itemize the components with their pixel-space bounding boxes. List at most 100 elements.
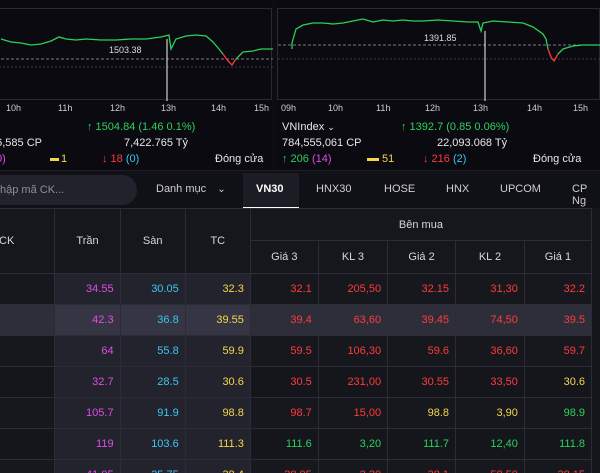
table-row[interactable]: 41.0535.7538.438.052,3038.158,5038.15 — [0, 459, 593, 473]
table-row[interactable]: 64 55.8 59.9 59.5 106,30 59.6 36,60 59.7 — [0, 335, 593, 367]
category-label: Danh mục — [156, 183, 207, 195]
cell-ck — [0, 459, 56, 473]
category-dropdown[interactable]: Danh mục ⌄ — [156, 183, 226, 195]
header-gia1[interactable]: Giá 1 — [523, 240, 593, 274]
cell-gia3: 59.5 — [249, 335, 319, 367]
price-table: CK Trần Sàn TC Bên mua Giá 3 KL 3 Giá 2 … — [0, 208, 600, 473]
cell-gia2: 39.45 — [387, 304, 457, 336]
cell-kl2: 74,50 — [455, 304, 525, 336]
header-ben-mua: Bên mua — [249, 208, 593, 241]
time-label: 12h — [110, 103, 126, 113]
cell-tran: 34.55 — [54, 273, 121, 305]
cell-tran: 32.7 — [54, 366, 121, 398]
table-row[interactable]: 34.55 30.05 32.3 32.1 205,50 32.15 31,30 32.2 — [0, 273, 593, 305]
cell-kl3: 2,30 — [317, 459, 389, 473]
down-count: ↓ 18 (0) — [102, 153, 139, 165]
time-label: 15h — [254, 103, 270, 113]
table-row[interactable]: 119 103.6 111.3 111.6 3,20 111.7 12,40 111.8 — [0, 428, 593, 460]
table-row[interactable]: 105.7 91.9 98.8 98.7 15,00 98.8 3,90 98.9 — [0, 397, 593, 429]
cell-kl2: 36,60 — [455, 335, 525, 367]
flat-icon — [367, 157, 379, 161]
time-label: 13h — [161, 103, 177, 113]
time-label: 09h — [281, 103, 297, 113]
time-label: 14h — [211, 103, 227, 113]
cell-gia2: 59.6 — [387, 335, 457, 367]
tab-vn30[interactable]: VN30 — [256, 183, 284, 195]
index-name[interactable]: VNIndex ⌄ — [282, 121, 335, 133]
cell-gia1: 39.5 — [523, 304, 593, 336]
down-ceiling: (2) — [452, 153, 467, 165]
cell-san: 30.05 — [119, 273, 186, 305]
header-gia2[interactable]: Giá 2 — [387, 240, 457, 274]
up-count: 0) — [0, 153, 6, 165]
header-gia3[interactable]: Giá 3 — [249, 240, 319, 274]
up-count: ↑ 206 (14) — [282, 153, 332, 165]
table-row[interactable]: 32.7 28.5 30.6 30.5 231,00 30.55 33,50 30.6 — [0, 366, 593, 398]
cell-tc: 98.8 — [184, 397, 251, 429]
index-panel-2[interactable]: 1391.85 09h 10h 11h 12h 13h 14h 15h VNIn… — [277, 0, 600, 170]
cell-tc: 111.3 — [184, 428, 251, 460]
time-axis: 10h 11h 12h 13h 14h 15h — [0, 103, 272, 117]
cell-tran: 64 — [54, 335, 121, 367]
index-value: ↑ 1504.84 (1.46 0.1%) — [87, 121, 195, 133]
cell-kl3: 63,60 — [317, 304, 389, 336]
cell-tc: 59.9 — [184, 335, 251, 367]
chevron-down-icon: ⌄ — [217, 184, 226, 195]
header-kl3[interactable]: KL 3 — [317, 240, 389, 274]
header-san[interactable]: Sàn — [119, 208, 186, 274]
header-tran[interactable]: Trần — [54, 208, 121, 274]
tab-hnx30[interactable]: HNX30 — [316, 183, 352, 195]
cell-ck — [0, 366, 56, 398]
cell-gia1: 30.6 — [523, 366, 593, 398]
cell-kl3: 15,00 — [317, 397, 389, 429]
cell-san: 55.8 — [119, 335, 186, 367]
time-axis: 09h 10h 11h 12h 13h 14h 15h — [277, 103, 600, 117]
flat-value: 1 — [61, 153, 68, 165]
cell-tc: 39.55 — [184, 304, 251, 336]
table-row[interactable]: 42.3 36.8 39.55 39.4 63,60 39.45 74,50 39.5 — [0, 304, 593, 336]
index-pct: 0.06%) — [474, 121, 510, 133]
cell-kl3: 205,50 — [317, 273, 389, 305]
index-change: (1.46 — [138, 121, 164, 133]
flat-icon — [50, 157, 59, 161]
cell-gia1: 38.15 — [523, 459, 593, 473]
toolbar: hập mã CK... Danh mục ⌄ VN30 HNX30 HOSE … — [0, 170, 600, 209]
cell-san: 28.5 — [119, 366, 186, 398]
cell-san: 36.8 — [119, 304, 186, 336]
cell-tc: 30.6 — [184, 366, 251, 398]
chevron-down-icon[interactable]: ⌄ — [327, 122, 335, 132]
tab-hose[interactable]: HOSE — [384, 183, 416, 195]
down-ceiling: (0) — [125, 153, 140, 165]
cell-ck — [0, 273, 56, 305]
cell-kl2: 31,30 — [455, 273, 525, 305]
reference-value: 1503.38 — [107, 45, 144, 55]
header-tc[interactable]: TC — [184, 208, 251, 274]
cell-gia2: 38.1 — [387, 459, 457, 473]
cell-tran: 105.7 — [54, 397, 121, 429]
cell-gia2: 30.55 — [387, 366, 457, 398]
cell-gia1: 59.7 — [523, 335, 593, 367]
index-pct: 0.1%) — [166, 121, 196, 133]
tab-cp-ngoai[interactable]: CP Ng — [572, 183, 588, 207]
cell-gia1: 111.8 — [523, 428, 593, 460]
cell-kl2: 3,90 — [455, 397, 525, 429]
cell-tc: 38.4 — [184, 459, 251, 473]
cell-tran: 42.3 — [54, 304, 121, 336]
cell-san: 35.75 — [119, 459, 186, 473]
header-ck[interactable]: CK — [0, 208, 56, 274]
cell-gia1: 32.2 — [523, 273, 593, 305]
index-panel-1[interactable]: 1503.38 10h 11h 12h 13h 14h 15h 36,585 C… — [0, 0, 273, 170]
time-label: 14h — [527, 103, 543, 113]
intraday-line-1 — [0, 34, 273, 101]
time-label: 13h — [473, 103, 489, 113]
index-turnover: 7,422.765 Tỷ — [124, 137, 189, 149]
index-chart-1: 1503.38 — [0, 8, 273, 101]
down-value: ↓ 216 — [423, 153, 450, 165]
cell-gia3: 30.5 — [249, 366, 319, 398]
tab-hnx[interactable]: HNX — [446, 183, 470, 195]
up-value: ↑ 206 — [282, 153, 309, 165]
tab-upcom[interactable]: UPCOM — [500, 183, 541, 195]
search-input[interactable]: hập mã CK... — [0, 175, 137, 205]
header-kl2[interactable]: KL 2 — [455, 240, 525, 274]
